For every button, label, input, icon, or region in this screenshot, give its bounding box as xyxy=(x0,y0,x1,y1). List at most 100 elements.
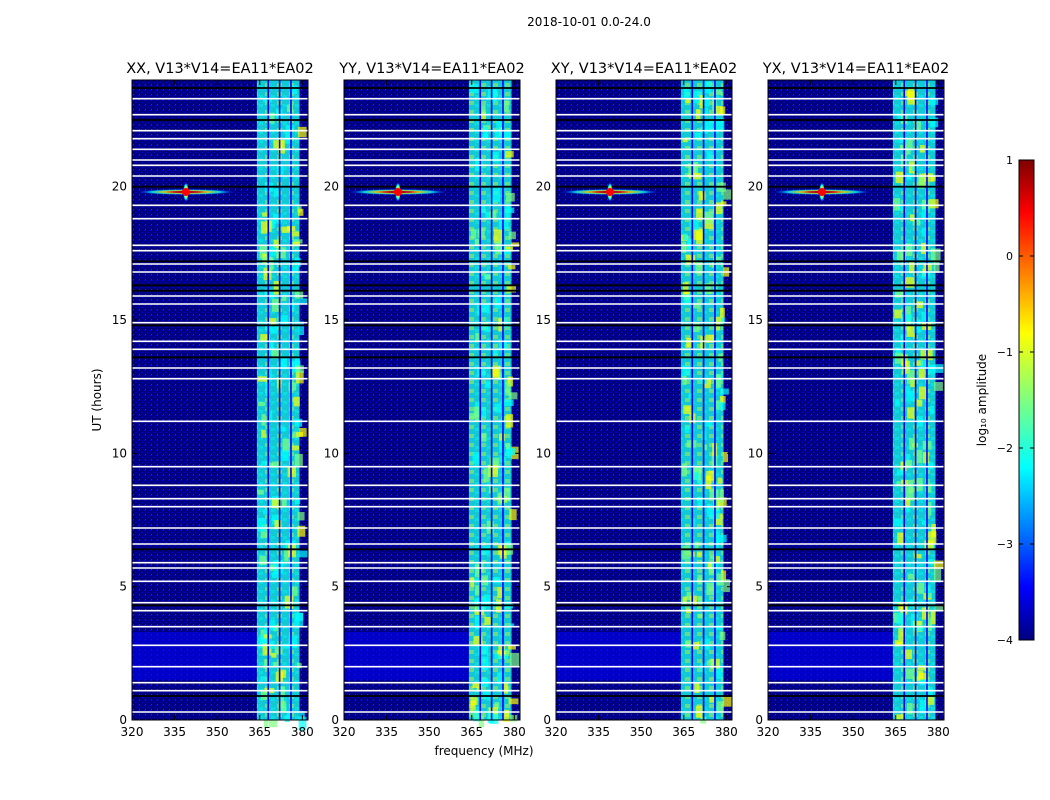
band-block xyxy=(508,231,516,240)
y-tick-label: 15 xyxy=(112,313,127,327)
band-block xyxy=(720,388,729,395)
band-block xyxy=(702,107,709,115)
band-block xyxy=(299,298,308,305)
band-block xyxy=(481,407,487,418)
band-block xyxy=(906,703,913,715)
band-block xyxy=(273,662,279,667)
band-block xyxy=(268,719,278,728)
band-block xyxy=(263,509,270,515)
band-block xyxy=(720,106,726,116)
band-block xyxy=(259,245,267,259)
band-block xyxy=(502,249,511,255)
band-block xyxy=(918,386,927,400)
band-block xyxy=(689,219,699,230)
band-block xyxy=(705,475,712,490)
band-block xyxy=(906,325,916,337)
band-block xyxy=(914,625,924,631)
band-block xyxy=(290,267,299,273)
band-block xyxy=(920,350,925,360)
band-block xyxy=(719,631,726,641)
band-block xyxy=(484,381,492,389)
band-block xyxy=(921,312,929,321)
band-block xyxy=(288,543,296,558)
band-block xyxy=(926,617,932,631)
band-block xyxy=(905,668,915,680)
band-block xyxy=(492,365,501,380)
band-block xyxy=(501,131,511,140)
x-tick-label: 320 xyxy=(121,725,144,739)
band-block xyxy=(721,317,726,323)
band-block xyxy=(709,562,718,569)
band-block xyxy=(263,624,270,634)
band-block xyxy=(897,532,904,545)
band-block xyxy=(904,649,912,660)
band-block xyxy=(905,90,911,97)
x-tick-label: 320 xyxy=(545,725,568,739)
band-block xyxy=(294,356,300,366)
band-block xyxy=(716,322,721,331)
band-block xyxy=(694,541,699,550)
band-block xyxy=(694,466,699,481)
band-block xyxy=(483,125,493,130)
band-block xyxy=(928,687,933,699)
band-block xyxy=(475,585,480,596)
band-block xyxy=(479,323,484,330)
band-block xyxy=(915,477,923,492)
band-block xyxy=(501,100,509,112)
band-block xyxy=(490,188,501,203)
band-block xyxy=(716,573,724,586)
colorbar-label: log₁₀ amplitude xyxy=(975,354,989,446)
band-block xyxy=(494,403,502,413)
band-block xyxy=(893,198,901,211)
band-block xyxy=(905,137,913,151)
y-tick-label: 0 xyxy=(331,713,339,727)
band-block xyxy=(260,334,270,343)
x-tick-label: 365 xyxy=(248,725,271,739)
band-block xyxy=(704,421,713,427)
band-block xyxy=(479,204,486,214)
band-block xyxy=(494,702,500,709)
y-axis-label: UT (hours) xyxy=(90,368,104,431)
x-tick-label: 380 xyxy=(503,725,526,739)
band-block xyxy=(907,370,915,384)
band-block xyxy=(298,550,308,558)
band-block xyxy=(713,374,722,388)
band-block xyxy=(474,238,479,246)
band-block xyxy=(700,638,710,650)
band-block xyxy=(493,601,499,607)
band-block xyxy=(294,453,303,466)
band-block xyxy=(510,715,518,722)
band-block xyxy=(907,407,915,419)
band-block xyxy=(924,173,934,182)
band-block xyxy=(920,360,928,369)
y-tick-label: 15 xyxy=(324,313,339,327)
y-tick-label: 20 xyxy=(748,180,763,194)
band-block xyxy=(284,715,290,723)
band-block xyxy=(473,406,481,417)
band-block xyxy=(296,612,304,621)
band-block xyxy=(261,221,268,234)
band-block xyxy=(896,249,906,261)
band-block xyxy=(508,392,518,400)
band-block xyxy=(494,229,503,244)
band-block xyxy=(929,405,934,415)
band-block xyxy=(907,90,917,105)
band-block xyxy=(930,248,941,263)
band-block xyxy=(894,309,902,319)
band-block xyxy=(705,334,715,343)
band-block xyxy=(277,426,286,432)
band-block xyxy=(470,700,476,713)
band-block xyxy=(295,365,304,373)
peak-point xyxy=(605,188,614,196)
band-block xyxy=(691,303,701,309)
band-block xyxy=(713,89,722,95)
band-block xyxy=(289,586,298,596)
band-block xyxy=(261,460,268,466)
band-block xyxy=(686,337,693,348)
axes-frame xyxy=(767,79,945,721)
band-block xyxy=(906,317,911,331)
x-tick-label: 380 xyxy=(927,725,950,739)
band-block xyxy=(503,246,514,252)
panel-title: XY, V13*V14=EA11*EA02 xyxy=(551,61,737,77)
